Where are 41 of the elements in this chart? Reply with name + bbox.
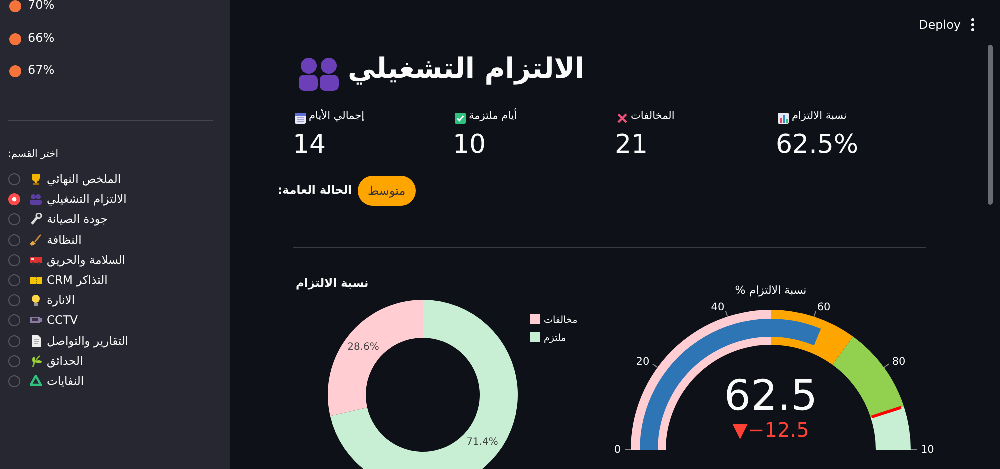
- text: التقارير والتواصل: [47, 334, 129, 348]
- text: 10: [453, 130, 486, 160]
- text: إجمالي الأيام: [309, 110, 364, 122]
- text: 62.5: [724, 371, 818, 420]
- text: 21: [615, 130, 648, 160]
- legend-label: مخالفات: [544, 315, 578, 326]
- text: CRM التذاكر: [47, 273, 108, 287]
- text: 14: [293, 130, 326, 160]
- text: % نسبة الالتزام: [735, 284, 807, 297]
- data-label: 71.4%: [466, 436, 498, 448]
- text: الحالة العامة:: [278, 183, 352, 197]
- text: الحدائق: [47, 354, 84, 368]
- text: نسبة الالتزام: [792, 110, 847, 122]
- text: Deploy: [919, 18, 962, 32]
- text: الملخص النهائي: [47, 172, 122, 186]
- text: جودة الصيانة: [47, 212, 108, 226]
- text: أيام ملتزمة: [469, 110, 518, 122]
- text: 62.5%: [776, 130, 859, 160]
- text: النفايات: [47, 374, 84, 388]
- legend-label: ملتزم: [544, 333, 566, 344]
- data-label: 28.6%: [348, 342, 380, 354]
- text: 0: [614, 444, 621, 456]
- text: الالتزام التشغيلي: [47, 192, 127, 206]
- text: 80: [892, 356, 906, 368]
- text: اختر القسم:: [8, 149, 59, 160]
- text: 66%: [28, 30, 55, 44]
- text: الانارة: [47, 293, 76, 308]
- text: 60: [817, 301, 831, 314]
- text: الالتزام التشغيلي: [348, 52, 585, 85]
- text: السلامة والحريق: [47, 252, 126, 267]
- chart-title: نسبة الالتزام: [296, 276, 369, 290]
- text: المخالفات: [631, 110, 675, 122]
- text: 20: [636, 356, 650, 368]
- text: 70%: [28, 0, 55, 12]
- text: 10: [921, 444, 934, 456]
- text: متوسط: [358, 176, 416, 206]
- text: النظافة: [47, 232, 82, 247]
- text: 40: [711, 301, 725, 314]
- text: 67%: [28, 63, 55, 77]
- text: CCTV: [47, 313, 78, 328]
- text: ▼−12.5: [732, 418, 810, 442]
